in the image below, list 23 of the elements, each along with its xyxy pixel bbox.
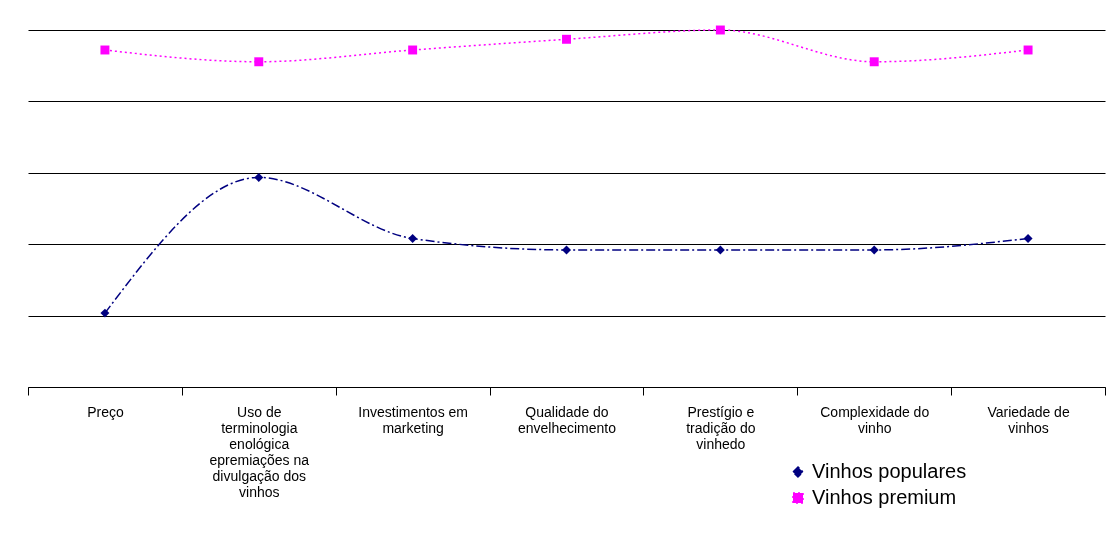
point — [869, 57, 879, 67]
x-tick-label: Preço — [87, 403, 124, 420]
point — [562, 245, 571, 255]
x-tick-label: Complexidade do vinho — [820, 403, 930, 436]
point — [869, 245, 879, 255]
x-tick-label: Investimentos em marketing — [358, 403, 468, 436]
legend-label: Vinhos populares — [812, 460, 967, 482]
point — [715, 245, 725, 255]
x-tick-label: Qualidade do envelhecimento — [517, 403, 617, 436]
point — [562, 34, 571, 44]
point — [408, 45, 418, 55]
point — [254, 57, 264, 67]
legend-label: Vinhos premium — [812, 486, 957, 508]
point — [1023, 45, 1033, 55]
point — [1023, 234, 1033, 243]
point — [715, 25, 725, 35]
point — [100, 45, 110, 55]
point — [254, 172, 264, 182]
point — [100, 308, 110, 318]
x-tick-label: Variedade de vinhos — [987, 403, 1070, 436]
x-tick-label: Prestígio e tradição do vinhedo — [686, 403, 756, 452]
point — [408, 234, 418, 243]
x-tick-label: Uso de terminologia enológica epremiações na divulgação dos vinhos — [209, 403, 310, 500]
